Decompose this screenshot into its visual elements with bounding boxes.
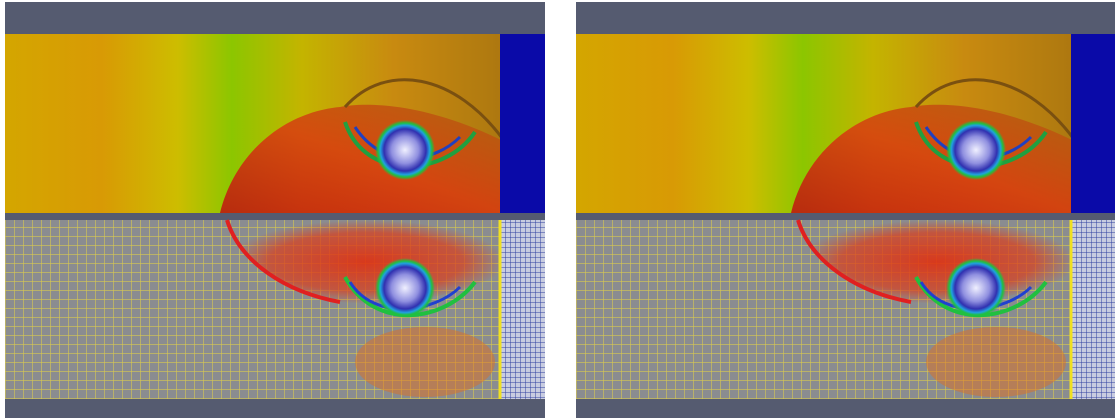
right-panel [576,2,1115,418]
screenshot [0,0,1115,418]
page [0,0,1115,418]
left-panel [5,2,545,418]
